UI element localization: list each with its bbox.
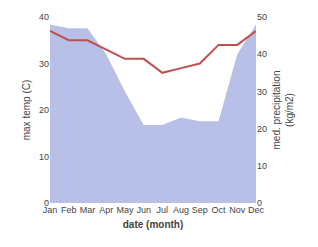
svg-text:May: May [116,205,134,215]
svg-text:Dec: Dec [248,205,265,215]
svg-text:40: 40 [257,49,267,59]
svg-text:10: 10 [39,152,49,162]
svg-text:50: 50 [257,12,267,22]
svg-text:30: 30 [39,59,49,69]
svg-text:Feb: Feb [61,205,77,215]
svg-text:Apr: Apr [99,205,113,215]
svg-text:Aug: Aug [173,205,189,215]
svg-text:Sep: Sep [192,205,208,215]
svg-text:20: 20 [39,105,49,115]
svg-text:0: 0 [44,198,49,208]
svg-text:30: 30 [257,87,267,97]
svg-text:Jun: Jun [136,205,151,215]
svg-text:Jan: Jan [43,205,58,215]
svg-text:Jul: Jul [157,205,169,215]
svg-text:max temp (C): max temp (C) [21,80,32,141]
svg-text:10: 10 [257,161,267,171]
svg-text:Oct: Oct [212,205,227,215]
svg-text:med. precipitation(kg/m2): med. precipitation(kg/m2) [271,71,295,150]
svg-text:Mar: Mar [80,205,96,215]
svg-text:0: 0 [257,198,262,208]
svg-text:Nov: Nov [229,205,246,215]
svg-text:date (month): date (month) [123,219,184,230]
svg-text:40: 40 [39,12,49,22]
svg-text:20: 20 [257,124,267,134]
